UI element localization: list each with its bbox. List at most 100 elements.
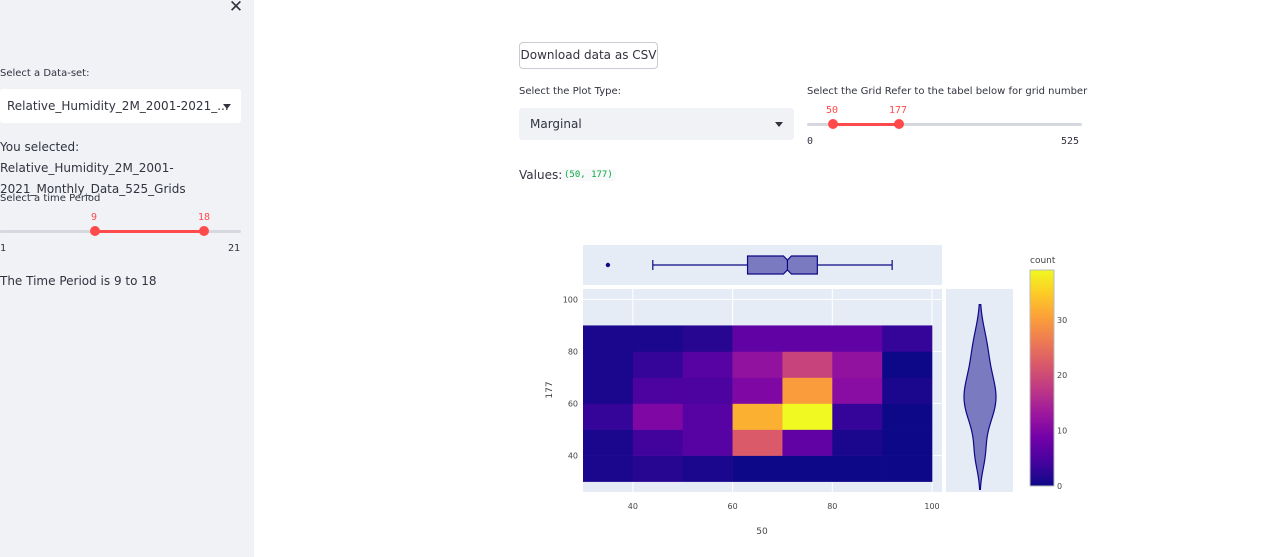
colorbar-tick-label: 10	[1057, 427, 1067, 436]
heatmap-cell	[583, 455, 634, 482]
box-outlier-point	[605, 262, 611, 268]
x-tick-label: 100	[924, 502, 939, 511]
heatmap-cell	[882, 325, 933, 352]
heatmap-cell	[882, 429, 933, 456]
heatmap-cell	[782, 351, 833, 378]
values-label: Values:	[519, 168, 563, 182]
heatmap-cell	[632, 403, 684, 430]
grid-slider-track[interactable]	[807, 123, 1082, 126]
heatmap-cell	[782, 429, 833, 456]
heatmap-cell	[832, 325, 883, 352]
heatmap-cell	[682, 429, 733, 456]
chevron-down-icon	[223, 104, 231, 109]
close-icon[interactable]: ✕	[228, 0, 244, 17]
heatmap-cell	[832, 429, 883, 456]
time-period-max: 21	[228, 243, 241, 254]
marginal-box-plot	[605, 255, 893, 275]
heatmap-cell	[782, 455, 833, 482]
heatmap-cell	[882, 377, 933, 404]
grid-low-value: 50	[826, 105, 839, 116]
time-period-low-value: 9	[91, 212, 98, 223]
heatmap-cell	[632, 455, 684, 482]
x-tick-label: 60	[727, 502, 737, 511]
heatmap-cell	[682, 325, 733, 352]
heatmap-cell	[583, 403, 634, 430]
dataset-selection-text: You selected: Relative_Humidity_2M_2001-…	[0, 137, 245, 200]
heatmap-cell	[632, 351, 684, 378]
heatmap-cell	[882, 455, 933, 482]
dataset-select-value: Relative_Humidity_2M_2001-2021_...	[7, 99, 229, 113]
grid-slider-thumb-low[interactable]	[828, 119, 838, 129]
download-csv-button[interactable]: Download data as CSV	[519, 42, 658, 69]
heatmap-cell	[782, 403, 833, 430]
heatmap-cell	[882, 403, 933, 430]
grid-min: 0	[807, 136, 814, 147]
heatmap-cell	[782, 377, 833, 404]
violin-body	[963, 304, 997, 490]
grid-high-value: 177	[889, 105, 908, 116]
marginal-heatmap-chart[interactable]: 40 60 80 100 40 60 80 100 50 177 count 0 10 20 30	[519, 235, 1089, 545]
y-axis-ticks: 40 60 80 100	[563, 295, 578, 460]
plot-type-select[interactable]: Marginal	[519, 108, 794, 140]
box-body	[746, 255, 818, 275]
heatmap-cell	[682, 351, 733, 378]
heatmap-cell	[732, 351, 783, 378]
y-axis-title: 177	[545, 381, 555, 398]
grid-slider-thumb-high[interactable]	[894, 119, 904, 129]
heatmap-cell	[682, 403, 733, 430]
colorbar-ticks: 0 10 20 30	[1057, 316, 1067, 491]
colorbar-tick-label: 30	[1057, 316, 1067, 325]
heatmap-cell	[632, 377, 684, 404]
plot-type-value: Marginal	[530, 117, 582, 131]
colorbar-tick-label: 20	[1057, 371, 1067, 380]
heatmap-cell	[583, 377, 634, 404]
heatmap-cells	[583, 325, 933, 482]
time-period-slider-range	[95, 230, 204, 233]
x-axis-title: 50	[756, 527, 768, 537]
heatmap-cell	[832, 377, 883, 404]
heatmap-cell	[682, 377, 733, 404]
plot-type-label: Select the Plot Type:	[519, 86, 621, 97]
time-period-text: The Time Period is 9 to 18	[0, 274, 157, 288]
heatmap-cell	[782, 325, 833, 352]
time-period-high-value: 18	[198, 212, 211, 223]
x-tick-label: 80	[827, 502, 837, 511]
heatmap-cell	[583, 429, 634, 456]
grid-label: Select the Grid Refer to the tabel below…	[807, 86, 1088, 97]
dataset-select[interactable]: Relative_Humidity_2M_2001-2021_...	[0, 89, 241, 123]
y-tick-label: 60	[568, 400, 578, 409]
heatmap-cell	[583, 325, 634, 352]
marginal-violin-plot	[963, 304, 997, 490]
heatmap-cell	[632, 429, 684, 456]
heatmap-cell	[882, 351, 933, 378]
time-period-slider-thumb-low[interactable]	[90, 226, 100, 236]
y-tick-label: 100	[563, 295, 578, 304]
grid-slider-range	[833, 123, 899, 126]
heatmap-cell	[732, 325, 783, 352]
chevron-down-icon	[775, 122, 783, 127]
time-period-min: 1	[0, 243, 7, 254]
heatmap-cell	[732, 455, 783, 482]
heatmap-cell	[832, 455, 883, 482]
time-period-label: Select a time Period	[0, 193, 101, 204]
dataset-label: Select a Data-set:	[0, 68, 90, 79]
heatmap-cell	[682, 455, 733, 482]
x-axis-ticks: 40 60 80 100	[628, 502, 940, 511]
y-tick-label: 40	[568, 452, 578, 461]
x-tick-label: 40	[628, 502, 638, 511]
heatmap-cell	[583, 351, 634, 378]
selected-text-line1: You selected: Relative_Humidity_2M_2001-	[0, 140, 174, 175]
y-tick-label: 80	[568, 347, 578, 356]
heatmap-cell	[632, 325, 684, 352]
heatmap-cell	[832, 403, 883, 430]
time-period-slider-thumb-high[interactable]	[199, 226, 209, 236]
heatmap-cell	[732, 403, 783, 430]
heatmap-cell	[832, 351, 883, 378]
colorbar-tick-label: 0	[1057, 482, 1062, 491]
sidebar: ✕ Select a Data-set: Relative_Humidity_2…	[0, 0, 254, 557]
heatmap-cell	[732, 377, 783, 404]
grid-max: 525	[1061, 136, 1080, 147]
heatmap-cell	[732, 429, 783, 456]
colorbar-title: count	[1030, 256, 1056, 266]
values-code: (50, 177)	[561, 169, 616, 181]
